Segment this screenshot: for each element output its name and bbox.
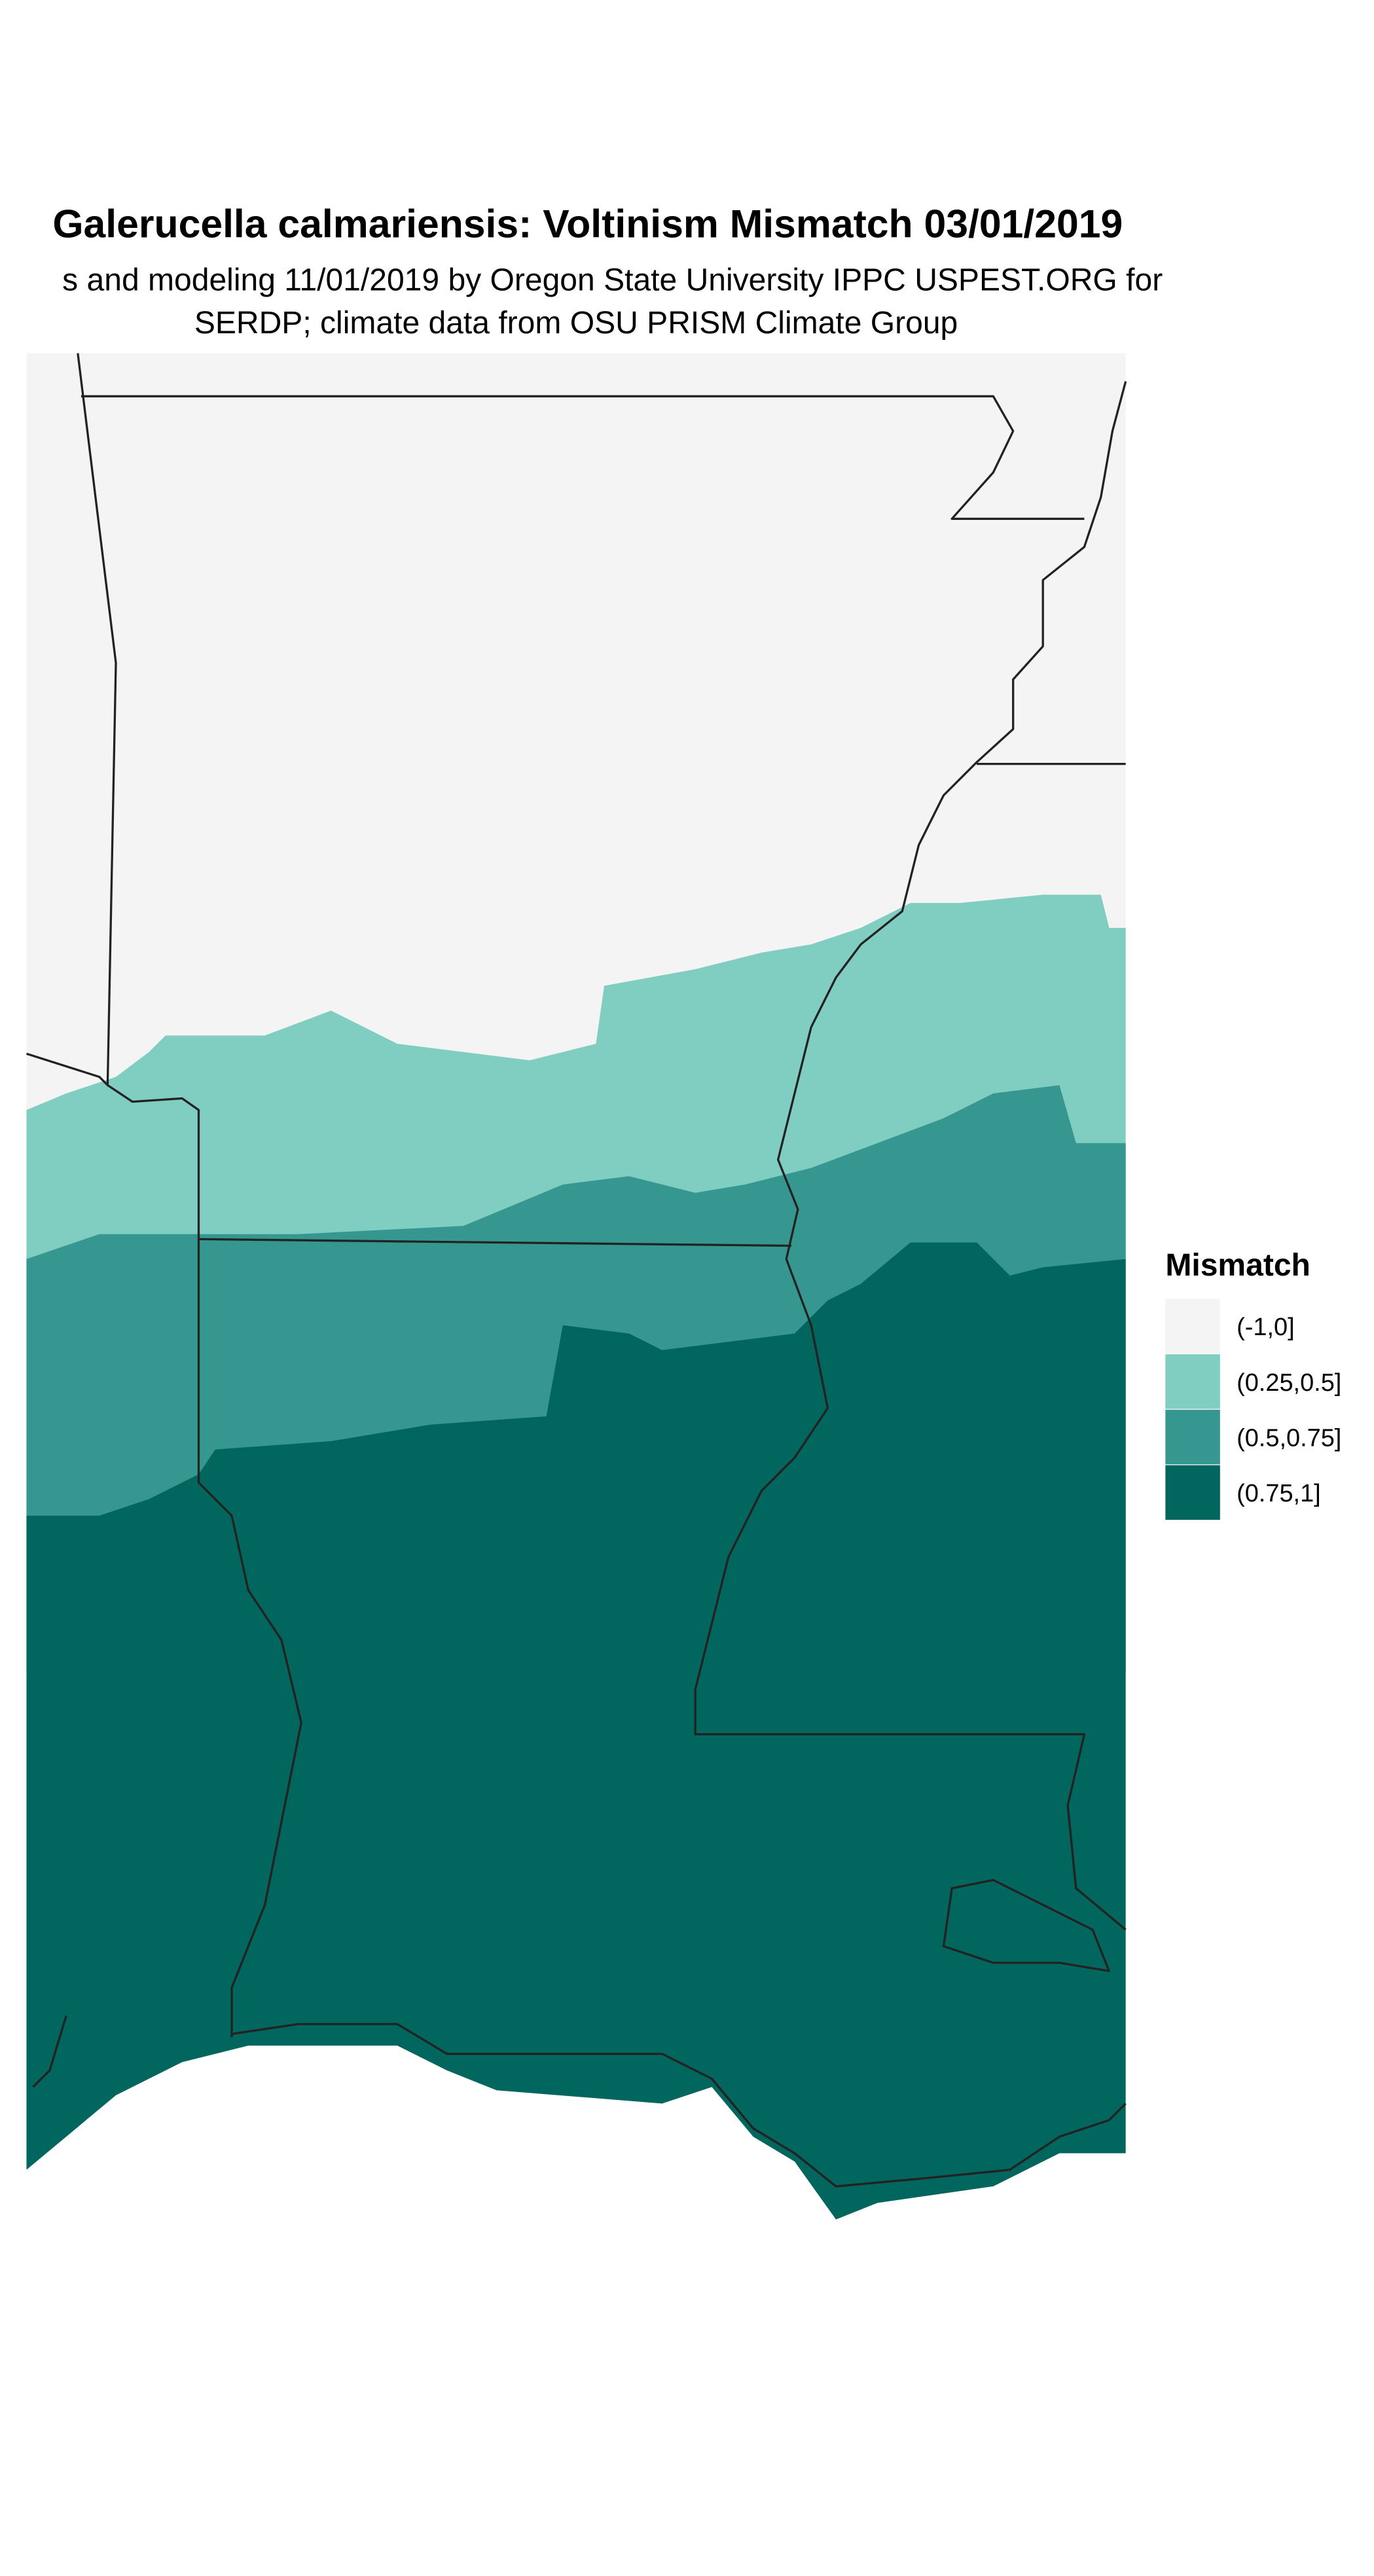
legend: Mismatch (-1,0] (0.25,0.5] (0.5,0.75] (0.75… (1165, 1248, 1341, 1520)
map-title: Galerucella calmariensis: Voltinism Mism… (52, 201, 1123, 246)
legend-key (1165, 1465, 1220, 1520)
mismatch-zones (26, 353, 1126, 2220)
legend-title: Mismatch (1165, 1248, 1311, 1283)
legend-label: (0.25,0.5] (1237, 1369, 1341, 1397)
legend-label: (0.75,1] (1237, 1480, 1321, 1507)
map-subtitle: s and modeling 11/01/2019 by Oregon Stat… (62, 263, 1163, 297)
legend-label: (0.5,0.75] (1237, 1425, 1341, 1452)
zone (26, 1242, 1126, 2220)
legend-key (1165, 1409, 1220, 1465)
legend-key (1165, 1354, 1220, 1409)
legend-label: (-1,0] (1237, 1314, 1295, 1341)
map-subtitle: SERDP; climate data from OSU PRISM Clima… (194, 306, 958, 340)
legend-key (1165, 1298, 1220, 1353)
state-borders (26, 353, 1127, 2188)
